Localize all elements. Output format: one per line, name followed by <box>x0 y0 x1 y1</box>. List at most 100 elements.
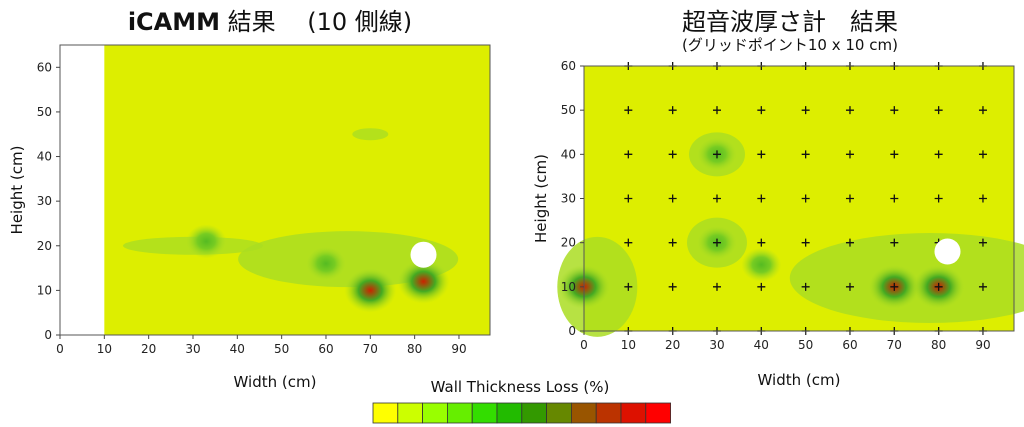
grid-point-marker <box>890 238 899 247</box>
grid-point-marker <box>890 106 899 115</box>
grid-point-marker <box>712 282 721 291</box>
right-chart: 0 10 20 30 40 50 60 70 80 90 0 10 20 30 40 50 60 Width (c… <box>532 59 1024 389</box>
right-chart-subtitle: (グリッドポイント10 x 10 cm) <box>682 36 898 54</box>
right-x-tick-label: 10 <box>621 338 636 352</box>
grid-point-marker <box>890 194 899 203</box>
grid-point-marker <box>978 106 987 115</box>
right-y-tick-label: 20 <box>561 236 576 250</box>
grid-point-marker <box>978 282 987 291</box>
right-marker-circle <box>934 238 961 265</box>
right-x-tick-label: 90 <box>975 338 990 352</box>
grid-point-marker <box>890 282 899 291</box>
left-x-tick-label: 80 <box>407 342 422 356</box>
grid-point-marker <box>712 194 721 203</box>
legend-swatch <box>372 402 399 424</box>
left-y-tick-label: 50 <box>37 105 52 119</box>
grid-point-marker <box>757 106 766 115</box>
right-chart-title: 超音波厚さ計 結果 <box>682 8 898 36</box>
right-y-tick-label: 0 <box>568 324 576 338</box>
grid-point-marker <box>712 106 721 115</box>
legend-title: Wall Thickness Loss (%) <box>430 378 610 396</box>
left-y-tick-label: 20 <box>37 239 52 253</box>
grid-point-marker <box>801 106 810 115</box>
grid-point-marker <box>757 282 766 291</box>
right-x-tick-label: 80 <box>931 338 946 352</box>
grid-point-marker <box>624 194 633 203</box>
grid-point-marker <box>934 282 943 291</box>
grid-point-marker <box>712 238 721 247</box>
grid-point-marker <box>845 106 854 115</box>
left-y-tick-label: 60 <box>37 60 52 74</box>
left-x-tick-label: 40 <box>230 342 245 356</box>
left-x-tick-label: 10 <box>97 342 112 356</box>
legend-swatch <box>496 402 523 424</box>
left-y-axis-label: Height (cm) <box>8 146 26 235</box>
right-y-tick-label: 40 <box>561 147 576 161</box>
left-low-band-3 <box>352 128 389 141</box>
grid-point-marker <box>801 150 810 159</box>
left-chart-title: iCAMM 結果 (10 側線) <box>70 2 470 37</box>
left-y-tick-label: 30 <box>37 194 52 208</box>
left-y-tick-label: 10 <box>37 283 52 297</box>
grid-point-marker <box>757 150 766 159</box>
right-y-tick-label: 30 <box>561 192 576 206</box>
grid-point-marker <box>845 194 854 203</box>
right-x-tick-label: 50 <box>798 338 813 352</box>
grid-point-marker <box>757 238 766 247</box>
grid-point-marker <box>934 194 943 203</box>
legend-swatch <box>595 402 622 424</box>
left-hotspot <box>344 268 397 313</box>
legend-swatch <box>422 402 448 424</box>
right-x-axis-label: Width (cm) <box>758 371 841 389</box>
right-hotspot <box>741 247 782 282</box>
grid-point-marker <box>668 282 677 291</box>
legend-swatch <box>620 402 647 424</box>
left-hotspot <box>397 259 450 304</box>
legend-swatch <box>446 402 473 424</box>
legend-colorbar <box>372 402 671 424</box>
left-x-tick-label: 60 <box>318 342 333 356</box>
right-y-axis-label: Height (cm) <box>532 154 550 243</box>
left-marker-circle <box>410 241 437 268</box>
left-title-rest: 結果 (10 側線) <box>220 8 413 36</box>
grid-point-marker <box>801 194 810 203</box>
left-title-bold: iCAMM <box>127 8 221 36</box>
right-y-tick-label: 10 <box>561 280 576 294</box>
grid-point-marker <box>934 106 943 115</box>
left-hotspot <box>305 246 346 281</box>
right-y-tick-label: 60 <box>561 59 576 73</box>
left-x-tick-label: 30 <box>185 342 200 356</box>
grid-point-marker <box>668 194 677 203</box>
grid-point-marker <box>801 282 810 291</box>
left-y-tick-label: 0 <box>44 328 52 342</box>
left-chart: 0 10 20 30 40 50 60 70 80 90 0 10 20 30 40 50 60 Width (c… <box>8 44 491 391</box>
grid-point-marker <box>624 106 633 115</box>
legend-swatch <box>521 402 547 424</box>
left-x-tick-label: 90 <box>451 342 466 356</box>
grid-point-marker <box>845 238 854 247</box>
right-x-tick-label: 40 <box>754 338 769 352</box>
left-hotspot <box>186 224 227 259</box>
right-x-tick-label: 70 <box>887 338 902 352</box>
grid-point-marker <box>934 150 943 159</box>
right-x-tick-label: 20 <box>665 338 680 352</box>
left-x-tick-label: 70 <box>363 342 378 356</box>
grid-point-marker <box>668 106 677 115</box>
left-x-axis-label: Width (cm) <box>234 373 317 391</box>
legend-swatch <box>645 402 671 424</box>
right-x-tick-label: 30 <box>709 338 724 352</box>
legend-swatch <box>571 402 597 424</box>
left-plot-frame <box>59 44 491 336</box>
legend-swatch <box>471 402 498 424</box>
grid-point-marker <box>890 150 899 159</box>
grid-point-marker <box>757 194 766 203</box>
grid-point-marker <box>668 238 677 247</box>
grid-point-marker <box>978 150 987 159</box>
legend-swatch <box>397 402 423 424</box>
grid-point-marker <box>978 238 987 247</box>
right-y-tick-label: 50 <box>561 103 576 117</box>
grid-point-marker <box>624 238 633 247</box>
right-x-tick-label: 0 <box>580 338 588 352</box>
left-x-tick-label: 50 <box>274 342 289 356</box>
